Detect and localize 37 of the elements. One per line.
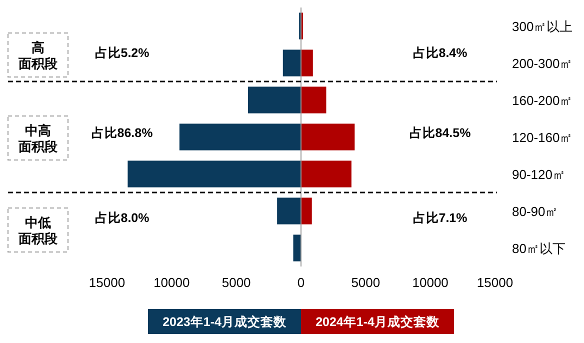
y-tick-label: 90-120㎡ — [512, 167, 566, 182]
bar — [301, 124, 355, 150]
bar — [277, 198, 301, 224]
bar — [293, 234, 301, 262]
bar — [301, 160, 352, 188]
y-tick-label: 120-160㎡ — [512, 130, 573, 145]
y-tick-label: 300㎡以上 — [512, 19, 573, 34]
bar — [128, 160, 301, 188]
y-tick-label: 80-90㎡ — [512, 204, 558, 219]
bar — [301, 198, 312, 224]
x-tick-label: 10000 — [412, 275, 448, 290]
annotation: 占比5.2% — [94, 46, 150, 60]
y-tick-label: 80㎡以下 — [512, 241, 566, 256]
annotation: 占比86.8% — [91, 126, 153, 140]
text: 中高 — [25, 123, 51, 138]
x-tick-label: 0 — [297, 275, 305, 290]
bar — [282, 50, 301, 76]
bar — [248, 86, 301, 114]
annotation: 占比8.4% — [412, 46, 468, 60]
bar — [179, 124, 301, 150]
annotation: 占比7.1% — [412, 211, 468, 225]
text: 高 — [32, 40, 44, 55]
x-tick-label: 5000 — [351, 275, 380, 290]
x-tick-label: 15000 — [88, 275, 126, 290]
x-tick-label: 5000 — [222, 275, 251, 290]
bar — [301, 86, 326, 114]
y-tick-label: 200-300㎡ — [512, 56, 573, 71]
y-tick-label: 160-200㎡ — [512, 93, 573, 108]
bar — [301, 50, 313, 76]
x-tick-label: 15000 — [476, 275, 514, 290]
text: 面积段 — [18, 56, 58, 71]
text: 面积段 — [18, 231, 58, 246]
x-tick-label: 10000 — [154, 275, 190, 290]
annotation: 占比8.0% — [94, 211, 150, 225]
text: 中低 — [25, 215, 51, 230]
text: 面积段 — [18, 139, 58, 154]
annotation: 占比84.5% — [409, 126, 471, 140]
